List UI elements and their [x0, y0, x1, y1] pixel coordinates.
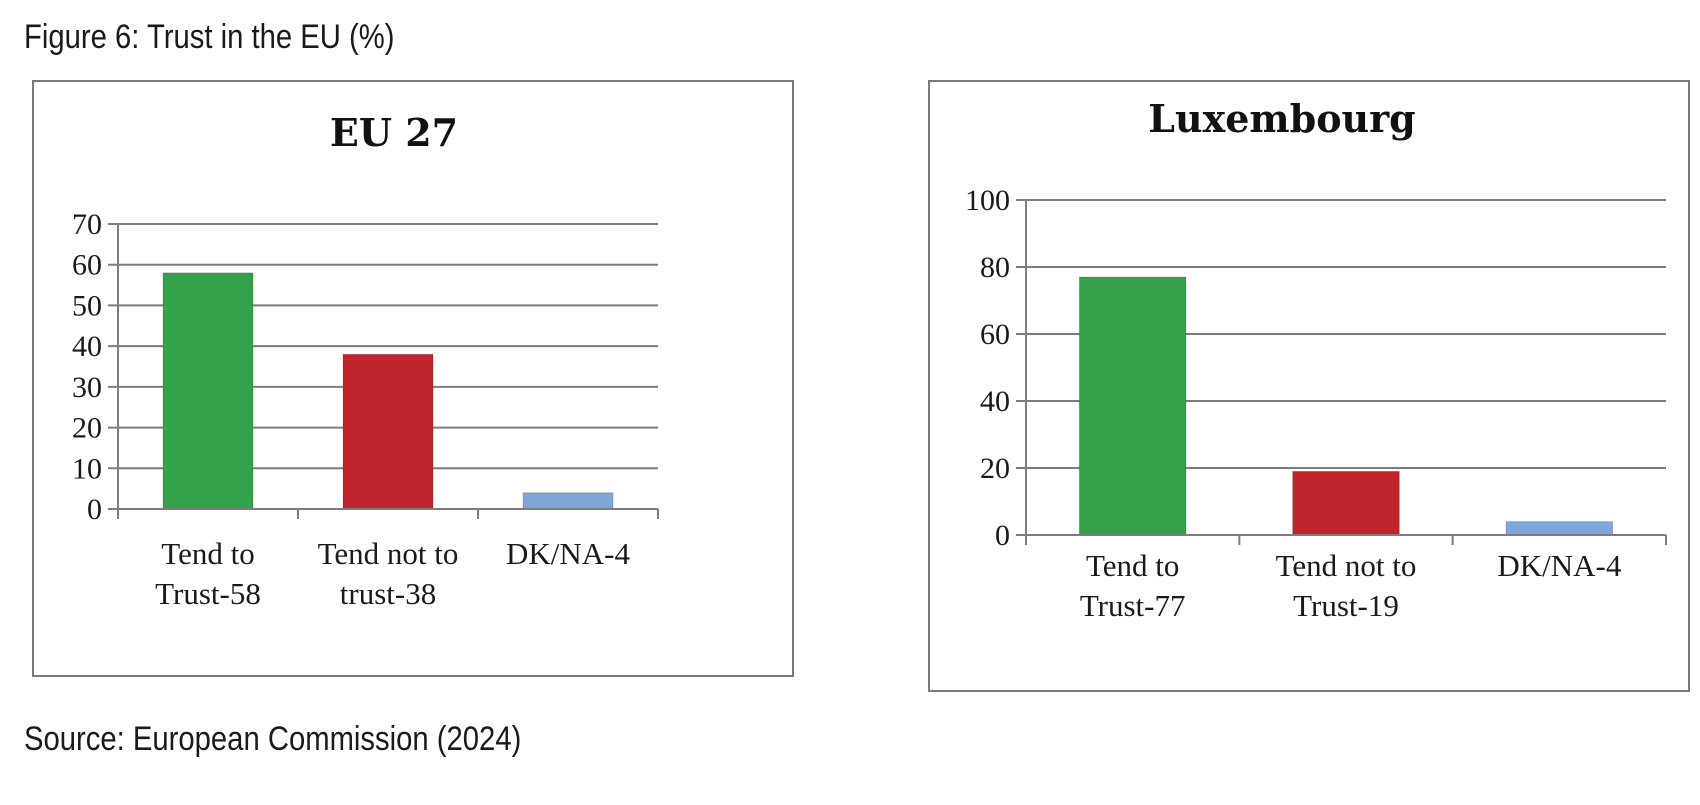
- luxembourg-ytick-label: 20: [980, 452, 1010, 485]
- eu27-ytick-label: 10: [72, 452, 102, 485]
- figure-title: Figure 6: Trust in the EU (%): [24, 18, 395, 56]
- luxembourg-category-label: Tend to Trust-77: [1080, 548, 1186, 623]
- eu27-ytick-label: 50: [72, 289, 102, 322]
- eu27-ytick-label: 60: [72, 249, 102, 282]
- luxembourg-bar: [1505, 521, 1614, 536]
- eu27-bar: [162, 272, 254, 510]
- chart-luxembourg-plot: Luxembourg 0 20 40 60 80 100 Tend to Trust-77 Ten…: [965, 96, 1667, 623]
- eu27-ytick-label: 0: [87, 493, 102, 526]
- eu27-ytick-label: 20: [72, 412, 102, 445]
- luxembourg-ytick-label: 60: [980, 318, 1010, 351]
- eu27-ytick-label: 70: [72, 208, 102, 241]
- chart-eu27-plot: EU 27 0 10 20 30 40 50 60 70 Tend to Trust-58 Tend …: [72, 110, 659, 611]
- luxembourg-ytick-label: 40: [980, 385, 1010, 418]
- eu27-category-label: Tend not to trust-38: [318, 536, 459, 611]
- luxembourg-category-label: DK/NA-4: [1497, 548, 1621, 583]
- eu27-ytick-label: 40: [72, 330, 102, 363]
- luxembourg-ytick-label: 100: [965, 184, 1010, 217]
- luxembourg-bar: [1292, 470, 1400, 536]
- figure-source: Source: European Commission (2024): [24, 720, 522, 758]
- eu27-bar: [342, 353, 434, 510]
- eu27-ytick-label: 30: [72, 371, 102, 404]
- eu27-category-label: Tend to Trust-58: [155, 536, 261, 611]
- luxembourg-ytick-label: 80: [980, 251, 1010, 284]
- chart-eu27: EU 27 0 10 20 30 40 50 60 70 Tend to Trust-58 Tend …: [32, 80, 794, 677]
- luxembourg-title: Luxembourg: [1148, 96, 1416, 141]
- eu27-bar: [522, 492, 614, 510]
- chart-luxembourg: Luxembourg 0 20 40 60 80 100 Tend to Trust-77 Ten…: [928, 80, 1690, 692]
- luxembourg-ytick-label: 0: [995, 519, 1010, 552]
- eu27-category-label: DK/NA-4: [506, 536, 630, 571]
- luxembourg-category-label: Tend not to Trust-19: [1276, 548, 1417, 623]
- luxembourg-bar: [1078, 276, 1187, 536]
- eu27-title: EU 27: [330, 110, 458, 155]
